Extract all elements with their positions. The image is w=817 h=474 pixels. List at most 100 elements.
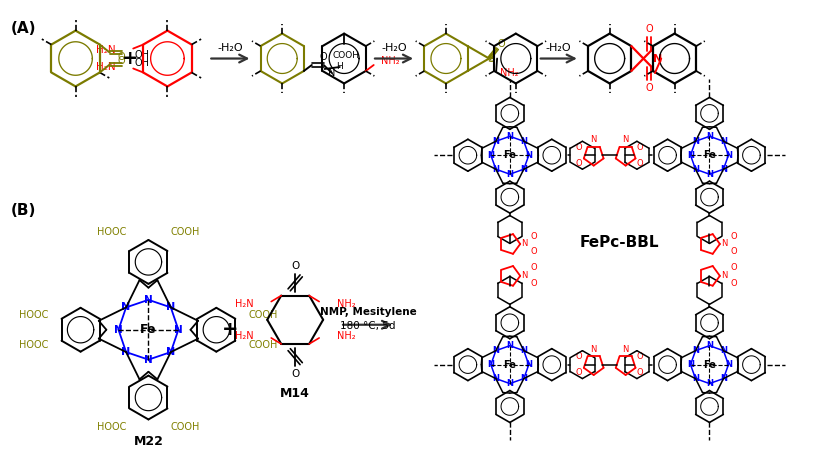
Text: NH₂: NH₂ xyxy=(337,299,355,309)
Text: Fe: Fe xyxy=(141,323,157,336)
Text: O: O xyxy=(576,159,583,168)
Text: O: O xyxy=(531,279,538,288)
Text: N: N xyxy=(687,360,694,369)
Text: N: N xyxy=(507,170,513,179)
Text: H₂N: H₂N xyxy=(234,299,253,309)
Text: N: N xyxy=(493,137,499,146)
Text: COOH: COOH xyxy=(171,227,200,237)
Text: N: N xyxy=(720,346,727,355)
Text: O: O xyxy=(636,352,643,361)
Text: FePc-BBL: FePc-BBL xyxy=(580,236,659,250)
Text: Fe: Fe xyxy=(703,360,716,370)
Text: N: N xyxy=(114,325,123,335)
Text: N: N xyxy=(725,151,732,160)
Text: H₂N: H₂N xyxy=(96,45,115,55)
Text: N: N xyxy=(507,379,513,388)
Text: O: O xyxy=(730,279,737,288)
Text: HOOC: HOOC xyxy=(97,227,127,237)
Text: N: N xyxy=(591,136,597,145)
Text: N: N xyxy=(520,137,527,146)
Text: O: O xyxy=(730,247,737,256)
Text: N: N xyxy=(706,170,713,179)
Text: O: O xyxy=(636,368,643,377)
Text: N: N xyxy=(122,347,131,357)
Text: M22: M22 xyxy=(133,435,163,448)
Text: N: N xyxy=(525,151,533,160)
Text: O: O xyxy=(645,24,653,34)
Text: N: N xyxy=(525,360,533,369)
Text: N: N xyxy=(493,346,499,355)
Text: NH₂: NH₂ xyxy=(337,331,355,341)
Text: N: N xyxy=(623,345,629,354)
Text: OH: OH xyxy=(135,50,150,60)
Text: N: N xyxy=(692,374,699,383)
Text: N: N xyxy=(623,136,629,145)
Text: N: N xyxy=(721,239,727,248)
Text: O: O xyxy=(531,264,538,273)
Text: O: O xyxy=(636,159,643,168)
Text: N: N xyxy=(692,164,699,173)
Text: O: O xyxy=(576,143,583,152)
Text: NH₂: NH₂ xyxy=(500,68,519,79)
Text: N: N xyxy=(706,132,713,141)
Text: COOH: COOH xyxy=(333,51,359,60)
Text: H₂N: H₂N xyxy=(234,331,253,341)
Text: O: O xyxy=(636,143,643,152)
Text: HOOC: HOOC xyxy=(20,310,49,320)
Text: O: O xyxy=(730,231,737,240)
Text: O: O xyxy=(118,55,126,65)
Text: O: O xyxy=(320,52,328,62)
Text: N: N xyxy=(521,239,528,248)
Text: N: N xyxy=(720,137,727,146)
Text: N: N xyxy=(328,68,336,78)
Text: H: H xyxy=(337,63,343,72)
Text: O: O xyxy=(118,52,126,62)
Text: NMP, Mesitylene: NMP, Mesitylene xyxy=(319,307,417,317)
Text: -H₂O: -H₂O xyxy=(217,43,243,53)
Text: NH₂: NH₂ xyxy=(382,56,400,66)
Text: Fe: Fe xyxy=(703,150,716,160)
Text: Fe: Fe xyxy=(503,360,516,370)
Text: O: O xyxy=(291,261,299,271)
Text: N: N xyxy=(166,302,176,312)
Text: N: N xyxy=(521,272,528,281)
Text: O: O xyxy=(291,369,299,379)
Text: N: N xyxy=(720,374,727,383)
Text: N: N xyxy=(725,360,732,369)
Text: N: N xyxy=(520,164,527,173)
Text: N: N xyxy=(720,164,727,173)
Text: N: N xyxy=(591,345,597,354)
Text: +: + xyxy=(123,49,139,68)
Text: O: O xyxy=(531,247,538,256)
Text: (A): (A) xyxy=(11,21,36,36)
Text: N: N xyxy=(144,355,153,365)
Text: O: O xyxy=(531,231,538,240)
Text: N: N xyxy=(507,341,513,350)
Text: N: N xyxy=(493,374,499,383)
Text: O: O xyxy=(645,83,653,93)
Text: N: N xyxy=(122,302,131,312)
Text: O: O xyxy=(576,352,583,361)
Text: N: N xyxy=(706,341,713,350)
Text: N: N xyxy=(174,325,183,335)
Text: S: S xyxy=(487,54,495,64)
Text: N: N xyxy=(493,164,499,173)
Text: N: N xyxy=(653,54,662,64)
Text: HOOC: HOOC xyxy=(97,422,127,432)
Text: N: N xyxy=(520,374,527,383)
Text: (B): (B) xyxy=(11,202,36,218)
Text: N: N xyxy=(488,151,494,160)
Text: N: N xyxy=(166,347,176,357)
Text: N: N xyxy=(488,360,494,369)
Text: N: N xyxy=(692,346,699,355)
Text: N: N xyxy=(721,272,727,281)
Text: N: N xyxy=(687,151,694,160)
Text: N: N xyxy=(520,346,527,355)
Text: H₂N: H₂N xyxy=(96,63,115,73)
Text: COOH: COOH xyxy=(248,340,278,350)
Text: Fe: Fe xyxy=(503,150,516,160)
Text: COOH: COOH xyxy=(171,422,200,432)
Text: +: + xyxy=(222,320,239,339)
Text: N: N xyxy=(692,137,699,146)
Text: O: O xyxy=(498,38,505,48)
